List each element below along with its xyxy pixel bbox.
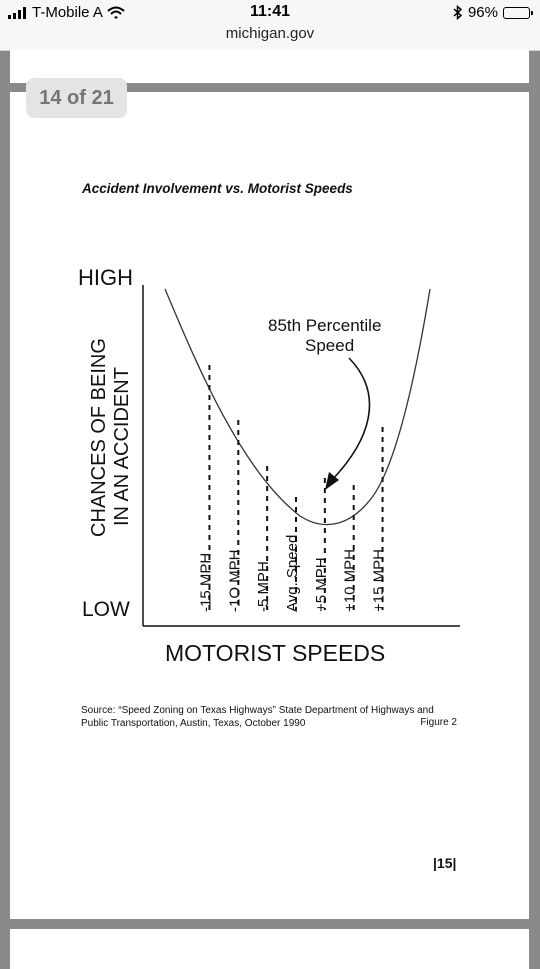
speed-marker-label: -15 MPH — [197, 553, 214, 612]
page-number: |15| — [433, 855, 457, 871]
x-axis-label: MOTORIST SPEEDS — [165, 640, 385, 666]
page-counter: 14 of 21 — [26, 78, 127, 118]
source-line-2: Public Transportation, Austin, Texas, Oc… — [81, 718, 306, 729]
url-bar[interactable]: michigan.gov — [225, 25, 315, 42]
status-right: 96% — [453, 4, 533, 21]
wifi-icon — [107, 6, 125, 19]
annotation-arrowhead — [325, 472, 339, 490]
source-note: Source: “Speed Zoning on Texas Highways”… — [81, 704, 461, 730]
speed-marker-label: +5 MPH — [313, 557, 330, 612]
y-axis-label-line1: CHANCES OF BEING — [88, 338, 110, 537]
speed-marker-label: -1O MPH — [226, 549, 243, 612]
battery-icon — [503, 6, 533, 19]
speed-markers: -15 MPH -1O MPH -5 MPH Avg. Speed +5 MPH +10 … — [197, 365, 388, 612]
battery-percent: 96% — [467, 4, 498, 21]
speed-marker-label: -5 MPH — [255, 561, 272, 612]
bluetooth-icon — [453, 5, 463, 20]
y-tick-high: HIGH — [78, 265, 133, 290]
annotation-line1: 85th Percentile — [268, 316, 381, 335]
accident-chart: HIGH LOW CHANCES OF BEING IN AN ACCIDENT… — [78, 265, 460, 666]
status-bar: T-Mobile A 11:41 michigan.gov 96% — [0, 0, 540, 51]
source-line-1: Source: “Speed Zoning on Texas Highways”… — [81, 705, 434, 716]
speed-marker-label: +10 MPH — [342, 549, 359, 612]
clock: 11:41 — [249, 3, 291, 20]
carrier-name: T-Mobile A — [32, 4, 103, 21]
annotation-arrow — [331, 357, 371, 481]
y-tick-low: LOW — [82, 598, 130, 621]
next-page — [10, 929, 529, 969]
speed-marker-label: Avg. Speed — [284, 535, 301, 612]
signal-icon — [8, 6, 26, 19]
carrier-info: T-Mobile A — [8, 4, 125, 21]
y-axis-label-line2: IN AN ACCIDENT — [111, 367, 133, 526]
annotation-line2: Speed — [305, 336, 354, 355]
previous-page — [10, 50, 529, 83]
speed-marker-label: +15 MPH — [371, 549, 388, 612]
document-page — [10, 92, 529, 919]
figure-title: Accident Involvement vs. Motorist Speeds — [82, 181, 353, 196]
figure-label: Figure 2 — [420, 717, 457, 728]
